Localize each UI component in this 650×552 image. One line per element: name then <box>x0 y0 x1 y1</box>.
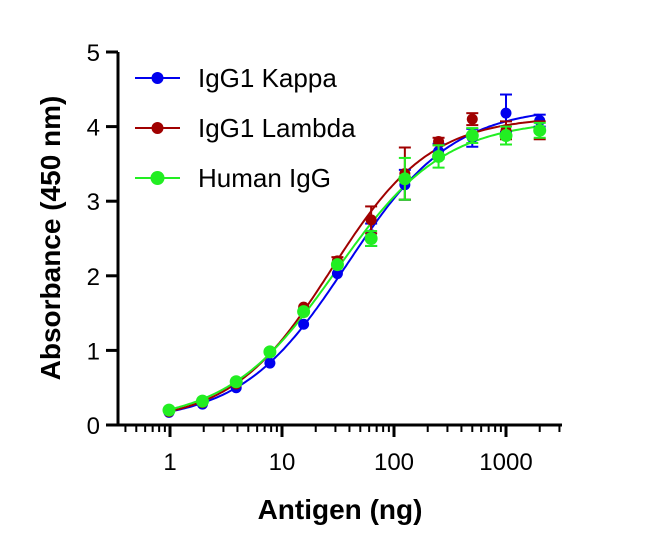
data-point <box>365 214 377 226</box>
y-ticks: 0 1 2 3 4 5 <box>87 40 118 440</box>
data-point <box>298 318 310 330</box>
legend: IgG1 Kappa IgG1 Lambda Human IgG <box>135 63 356 193</box>
data-point <box>330 258 344 272</box>
y-tick-label: 1 <box>87 338 100 365</box>
x-ticks: 1 10 100 1000 <box>124 425 561 476</box>
data-point <box>533 123 547 137</box>
y-axis-title: Absorbance (450 nm) <box>35 96 66 381</box>
data-points <box>162 93 547 418</box>
y-tick-label: 5 <box>87 40 100 67</box>
legend-label: IgG1 Lambda <box>198 113 356 143</box>
y-tick-label: 2 <box>87 264 100 291</box>
data-point <box>331 268 343 280</box>
x-axis-title: Antigen (ng) <box>258 494 423 525</box>
y-tick-label: 3 <box>87 189 100 216</box>
x-tick-label: 1000 <box>479 449 532 476</box>
data-point <box>364 232 378 245</box>
legend-label: IgG1 Kappa <box>198 63 337 93</box>
x-tick-label: 100 <box>374 449 414 476</box>
data-point <box>229 375 243 389</box>
data-point <box>465 129 479 143</box>
legend-marker <box>150 171 165 185</box>
fit-curve <box>168 113 539 413</box>
data-point <box>264 357 276 369</box>
legend-marker <box>151 72 164 84</box>
axes <box>116 52 562 427</box>
data-point <box>297 305 311 319</box>
y-tick-label: 4 <box>87 115 100 142</box>
data-point <box>432 149 446 163</box>
fit-curves <box>168 113 539 413</box>
data-point <box>499 129 513 143</box>
data-point <box>466 113 478 125</box>
legend-label: Human IgG <box>198 163 331 193</box>
data-point <box>195 394 209 408</box>
data-point <box>162 403 176 417</box>
legend-marker <box>151 122 164 134</box>
data-point <box>263 345 277 359</box>
x-tick-label: 1 <box>163 449 176 476</box>
x-tick-label: 10 <box>269 449 296 476</box>
data-point <box>398 172 412 186</box>
y-tick-label: 0 <box>87 413 100 440</box>
data-point <box>500 107 512 119</box>
